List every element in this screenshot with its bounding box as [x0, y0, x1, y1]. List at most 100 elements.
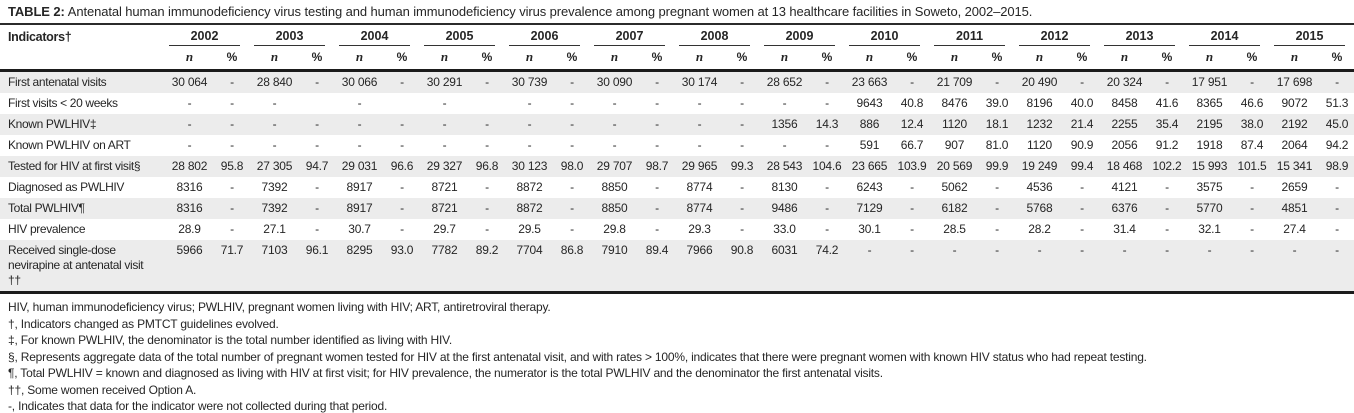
n-value: 4851	[1281, 201, 1308, 215]
n-value: 2056	[1111, 138, 1138, 152]
n-value: 8316	[176, 180, 203, 194]
year-label: 2003	[254, 25, 325, 46]
n-value: 15 341	[1276, 159, 1313, 173]
n-value: 27 305	[256, 159, 293, 173]
percent-value: -	[315, 117, 319, 131]
percent-value: 98.0	[560, 159, 584, 173]
percent-value: 45.0	[1325, 117, 1349, 131]
percent-value: 104.6	[812, 159, 842, 173]
year-label: 2010	[849, 25, 920, 46]
n-value: 7910	[601, 243, 628, 257]
n-value: 2192	[1281, 117, 1308, 131]
n-value: 2195	[1196, 117, 1223, 131]
n-value: 31.4	[1113, 222, 1136, 236]
n-value: 6243	[856, 180, 883, 194]
percent-value: -	[655, 117, 659, 131]
percent-value: 93.0	[390, 243, 414, 257]
n-value: 591	[859, 138, 880, 152]
indicator-label: Total PWLHIV¶	[8, 201, 85, 215]
percent-value: 71.7	[220, 243, 244, 257]
percent-value: 96.1	[305, 243, 329, 257]
n-value: 7129	[856, 201, 883, 215]
n-value: -	[527, 117, 532, 131]
percent-value: 98.7	[645, 159, 669, 173]
year-header: 2005	[419, 25, 504, 46]
percent-value: 96.8	[475, 159, 499, 173]
n-value: 29.5	[518, 222, 541, 236]
n-value: -	[527, 138, 532, 152]
n-value: 30 739	[511, 75, 548, 89]
percent-value: -	[315, 222, 319, 236]
percent-value: -	[1335, 222, 1339, 236]
n-value: 2064	[1281, 138, 1308, 152]
percent-value: 103.9	[897, 159, 927, 173]
percent-value: 21.4	[1070, 117, 1094, 131]
n-value: 6031	[771, 243, 798, 257]
year-label: 2015	[1274, 25, 1345, 46]
percent-value: -	[485, 180, 489, 194]
percent-value: -	[910, 75, 914, 89]
n-value: 8365	[1196, 96, 1223, 110]
n-value: 8917	[346, 201, 373, 215]
n-value: 17 698	[1276, 75, 1313, 89]
percent-value: 99.4	[1070, 159, 1094, 173]
percent-value: 94.7	[305, 159, 329, 173]
n-value: 5768	[1026, 201, 1053, 215]
n-value: 29 327	[426, 159, 463, 173]
n-value: 23 663	[851, 75, 888, 89]
n-value: 21 709	[936, 75, 973, 89]
percent-value	[470, 93, 504, 114]
percent-value: 14.3	[815, 117, 839, 131]
percent-value: 89.2	[475, 243, 499, 257]
n-value: 7704	[516, 243, 543, 257]
indicator-label: Received single-dose nevirapine at anten…	[8, 243, 144, 287]
indicator-label: First antenatal visits	[8, 75, 107, 89]
year-header: 2008	[674, 25, 759, 46]
percent-value: -	[995, 222, 999, 236]
percent-value: -	[315, 75, 319, 89]
n-value: 8774	[686, 180, 713, 194]
percent-subheader: %	[481, 50, 493, 64]
percent-value: -	[655, 75, 659, 89]
table-title-text: Antenatal human immunodeficiency virus t…	[67, 4, 1033, 19]
n-value: 2659	[1281, 180, 1308, 194]
year-header: 2004	[334, 25, 419, 46]
percent-value: -	[740, 222, 744, 236]
percent-value: -	[910, 180, 914, 194]
year-label: 2011	[934, 25, 1005, 46]
n-subheader: n	[1205, 49, 1214, 64]
percent-value	[300, 93, 334, 114]
n-value: -	[357, 138, 362, 152]
percent-value: -	[570, 201, 574, 215]
n-value: 8458	[1111, 96, 1138, 110]
n-value: 30 064	[171, 75, 208, 89]
table-number: TABLE 2:	[8, 4, 65, 19]
percent-subheader: %	[396, 50, 408, 64]
percent-value: -	[1080, 75, 1084, 89]
n-value: 20 490	[1021, 75, 1058, 89]
percent-subheader: %	[1076, 50, 1088, 64]
percent-value: 40.8	[900, 96, 924, 110]
percent-value: -	[1080, 180, 1084, 194]
percent-value: -	[1250, 75, 1254, 89]
percent-value: -	[570, 222, 574, 236]
table-row: Known PWLHIV on ART - - - - - - - - - - - - - - - - 591 66…	[0, 135, 1354, 156]
percent-value: -	[1165, 201, 1169, 215]
percent-value: -	[485, 201, 489, 215]
n-value: 29.8	[603, 222, 626, 236]
percent-value: 18.1	[985, 117, 1009, 131]
percent-value: -	[1080, 222, 1084, 236]
n-subheader: n	[865, 49, 874, 64]
percent-value: -	[1335, 180, 1339, 194]
n-value: 7103	[261, 243, 288, 257]
n-value: -	[1292, 243, 1297, 257]
n-value: 3575	[1196, 180, 1223, 194]
n-value: 4536	[1026, 180, 1053, 194]
n-subheader: n	[185, 49, 194, 64]
n-value: 28.5	[943, 222, 966, 236]
percent-value: -	[400, 222, 404, 236]
n-value: -	[272, 138, 277, 152]
n-subheader: n	[780, 49, 789, 64]
percent-value: -	[400, 138, 404, 152]
